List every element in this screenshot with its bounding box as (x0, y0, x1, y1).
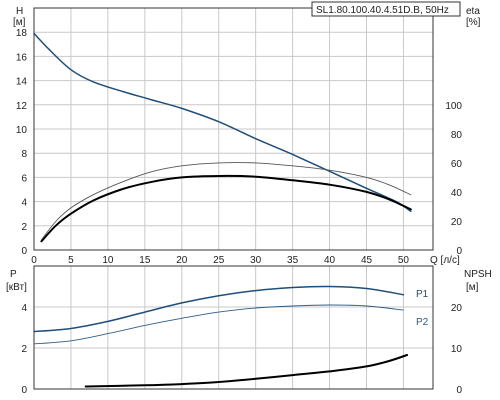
left-axis-tick-label: 12 (16, 101, 28, 112)
top-chart: 0 2 4 6 8 10 12 14 16 18 0 20 40 60 80 100 0 5 10 15 20 25 3… (13, 1, 481, 266)
npsh-axis-label: NPSH (464, 269, 492, 280)
x-axis-tick-label: 5 (68, 255, 74, 266)
series-line (84, 354, 409, 388)
right-axis-tick-label: 80 (451, 130, 463, 141)
x-axis-tick-label: 25 (213, 255, 225, 266)
series-line (40, 174, 412, 243)
right-axis-tick-label: 60 (451, 159, 463, 170)
x-axis-tick-label: 35 (287, 255, 299, 266)
p2-series-label: P2 (416, 317, 429, 328)
left-axis-tick-label: 14 (16, 77, 28, 88)
top-left-tick-labels: 0 2 4 6 8 10 12 14 16 18 (16, 28, 28, 257)
power-axis-label: P (10, 269, 17, 280)
x-axis-tick-label: 0 (31, 255, 37, 266)
right-axis-tick-label: 100 (445, 101, 462, 112)
left-axis-tick-label: 8 (21, 149, 27, 160)
series-line (33, 32, 412, 213)
left-axis-tick-label: 0 (21, 385, 27, 396)
right-axis-tick-label: 20 (451, 303, 463, 314)
bottom-plot-frame (33, 265, 434, 390)
eta-axis-label: eta (466, 6, 480, 17)
right-axis-tick-label: 40 (451, 188, 463, 199)
head-axis-unit: [м] (13, 17, 26, 28)
left-axis-tick-label: 2 (21, 344, 27, 355)
left-axis-tick-label: 16 (16, 52, 28, 63)
head-axis-label: H (16, 6, 23, 17)
left-axis-tick-label: 10 (16, 125, 28, 136)
model-title-box (311, 1, 461, 17)
left-axis-tick-label: 2 (21, 222, 27, 233)
top-x-tick-labels: 0 5 10 15 20 25 30 35 40 45 50 (31, 255, 409, 266)
left-axis-tick-label: 4 (21, 198, 27, 209)
right-axis-tick-label: 10 (451, 344, 463, 355)
top-right-tick-labels: 0 20 40 60 80 100 (445, 101, 462, 257)
x-axis-tick-label: 15 (139, 255, 151, 266)
p1-series-line (33, 285, 405, 333)
left-axis-tick-label: 4 (21, 303, 27, 314)
power-axis-unit: [кВт] (6, 282, 27, 293)
x-axis-tick-label: 40 (324, 255, 336, 266)
right-axis-tick-label: 0 (456, 246, 462, 257)
x-axis-label: Q [л/с] (430, 255, 460, 266)
bottom-series (33, 285, 409, 388)
left-axis-tick-label: 6 (21, 173, 27, 184)
x-axis-tick-label: 45 (361, 255, 373, 266)
right-axis-tick-label: 0 (456, 385, 462, 396)
bottom-right-tick-labels: 0 10 20 (451, 303, 463, 396)
right-axis-tick-label: 20 (451, 217, 463, 228)
top-series (33, 32, 412, 243)
x-axis-tick-label: 10 (102, 255, 114, 266)
left-axis-tick-label: 0 (21, 246, 27, 257)
p1-series-label: P1 (416, 289, 429, 300)
bottom-chart: 0 2 4 0 10 20 P [кВт] NPSH [м] P1 P2 (6, 265, 492, 396)
x-axis-tick-label: 20 (176, 255, 188, 266)
bottom-grid (33, 266, 433, 390)
left-axis-tick-label: 18 (16, 28, 28, 39)
chart-title: SL1.80.100.40.4.51D.B, 50Hz (316, 5, 449, 16)
npsh-axis-unit: [м] (466, 282, 479, 293)
series-line (40, 162, 412, 241)
x-axis-tick-label: 30 (250, 255, 262, 266)
p2-series-line (33, 304, 404, 345)
eta-axis-unit: [%] (466, 17, 481, 28)
bottom-left-tick-labels: 0 2 4 (21, 303, 27, 396)
top-plot-frame (33, 7, 434, 251)
x-axis-tick-label: 50 (398, 255, 410, 266)
